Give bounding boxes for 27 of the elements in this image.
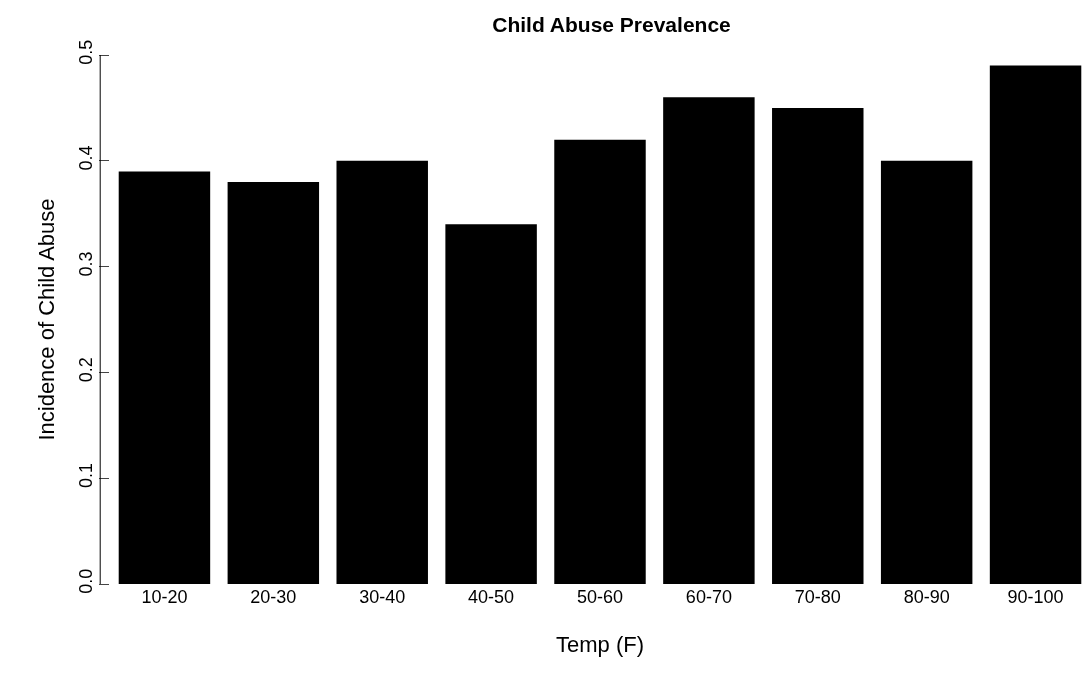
y-tick-label: 0.2 <box>75 357 96 383</box>
y-tick-label: 0.5 <box>75 39 96 65</box>
bar <box>880 160 973 584</box>
bar <box>772 107 864 584</box>
x-tick-label: 90-100 <box>1007 587 1064 607</box>
x-tick-label: 20-30 <box>250 587 297 607</box>
bar <box>554 139 646 584</box>
x-tick-label: 40-50 <box>468 587 515 607</box>
x-tick-label: 70-80 <box>794 587 841 607</box>
bar <box>663 97 755 584</box>
x-tick-label: 30-40 <box>359 587 406 607</box>
x-tick-label: 10-20 <box>141 587 188 607</box>
x-tick-label: 60-70 <box>685 587 732 607</box>
text: 0.0 <box>75 568 96 594</box>
y-tick-label: 0.1 <box>75 462 96 489</box>
bar <box>118 171 211 584</box>
bar <box>989 65 1082 584</box>
bar <box>227 181 320 584</box>
chart-title: Child Abuse Prevalence <box>492 12 731 36</box>
x-tick-label: 80-90 <box>903 587 950 607</box>
y-tick-label: 0.3 <box>75 251 96 277</box>
bar <box>445 224 537 584</box>
x-axis-title: Temp (F) <box>556 631 644 657</box>
x-tick-label: 50-60 <box>576 587 624 607</box>
y-tick-label: 0.4 <box>75 145 96 171</box>
bar <box>336 160 428 584</box>
y-axis-title: Incidence of Child Abuse <box>33 198 59 441</box>
